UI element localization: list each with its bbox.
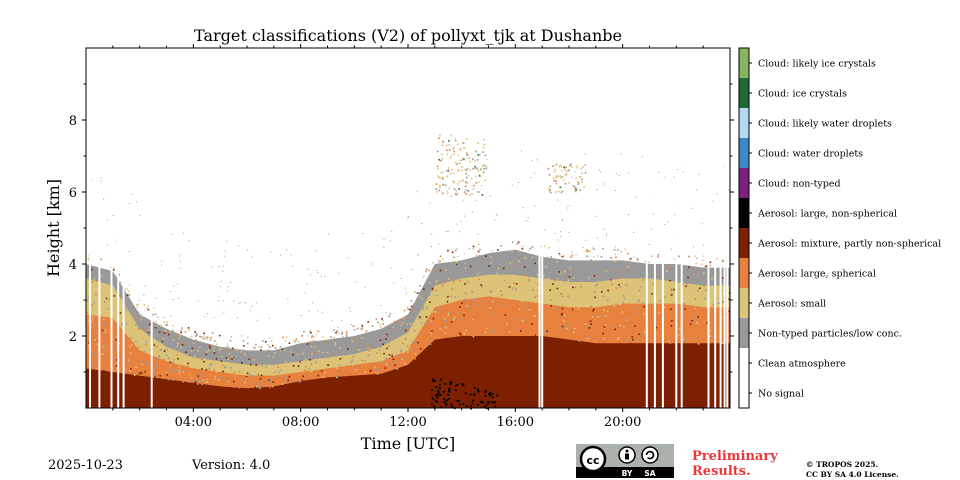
colorbar-swatch [739, 348, 749, 378]
no-signal-gap [110, 49, 113, 408]
colorbar-frame [738, 47, 750, 409]
colorbar-swatch [739, 168, 749, 198]
no-signal-gap [723, 49, 726, 408]
no-signal-gap [150, 49, 153, 408]
no-signal-gaps [89, 49, 729, 408]
no-signal-gap [714, 49, 717, 408]
axis-ticks: 04:00 08:00 12:00 16:00 20:00 2 4 6 8 [69, 44, 734, 430]
cloud-patch-3 [547, 163, 587, 194]
cloud-patch-1 [435, 134, 461, 197]
heatmap-layer [86, 134, 732, 410]
colorbar-label: Clean atmosphere [758, 359, 846, 370]
no-signal-gap [117, 49, 120, 408]
colorbar-swatch [739, 198, 749, 228]
no-signal-gap [645, 49, 648, 408]
colorbar-swatch [739, 288, 749, 318]
colorbar-label: Non-typed particles/low conc. [758, 329, 902, 340]
colorbar-label: Aerosol: large, spherical [757, 269, 876, 280]
no-signal-gap [98, 49, 101, 408]
colorbar-label: Aerosol: mixture, partly non-spherical [757, 239, 941, 250]
sa-icon [641, 446, 659, 464]
y-tick-label: 8 [69, 114, 77, 129]
preliminary-line-1: Preliminary [692, 449, 778, 464]
layer-aerosol-mixture [86, 336, 730, 408]
x-tick-label: 08:00 [282, 415, 319, 430]
colorbar-swatch [739, 378, 749, 408]
x-tick-label: 04:00 [175, 415, 212, 430]
no-signal-gap [707, 49, 710, 408]
no-signal-gap [653, 49, 656, 408]
x-tick-label: 16:00 [497, 415, 534, 430]
colorbar-swatch [739, 258, 749, 288]
cc-text: cc [586, 454, 599, 467]
colorbar-label: Cloud: likely ice crystals [758, 59, 876, 70]
colorbar-label: Aerosol: large, non-spherical [757, 209, 897, 220]
no-signal-gap [726, 49, 729, 408]
preliminary-results-note: Preliminary Results. [692, 449, 778, 479]
x-axis-label: Time [UTC] [361, 434, 455, 453]
chart-title: Target classifications (V2) of pollyxt_t… [194, 26, 622, 45]
colorbar-swatch [739, 78, 749, 108]
preliminary-line-2: Results. [692, 464, 751, 479]
no-signal-gap [719, 49, 722, 408]
colorbar: Cloud: likely ice crystals Cloud: ice cry… [738, 47, 941, 409]
y-tick-label: 4 [69, 258, 77, 273]
no-signal-gap [661, 49, 664, 408]
by-text: BY [622, 469, 633, 478]
colorbar-label: Cloud: ice crystals [758, 89, 847, 100]
colorbar-swatch [739, 228, 749, 258]
colorbar-label: No signal [758, 389, 804, 400]
y-tick-label: 2 [69, 330, 77, 345]
no-signal-gap [541, 49, 544, 408]
cc-icon [579, 445, 607, 473]
cc-license-badge: cc BY SA [576, 444, 674, 478]
colorbar-label: Cloud: non-typed [758, 179, 841, 190]
copyright-note: © TROPOS 2025. CC BY SA 4.0 License. [806, 460, 899, 480]
x-tick-label: 20:00 [604, 415, 641, 430]
no-signal-gap [89, 49, 91, 408]
no-signal-gap [122, 49, 125, 408]
y-tick-label: 6 [69, 186, 77, 201]
colorbar-label: Cloud: water droplets [758, 149, 863, 160]
copyright-line-1: © TROPOS 2025. [806, 460, 879, 469]
footer-date: 2025-10-23 [48, 458, 123, 473]
colorbar-swatch [739, 318, 749, 348]
cloud-patch-2 [459, 138, 488, 196]
no-signal-gap [538, 49, 541, 408]
colorbar-label: Cloud: likely water droplets [758, 119, 892, 130]
sa-text: SA [644, 469, 655, 478]
colorbar-swatch [739, 138, 749, 168]
x-tick-label: 12:00 [389, 415, 426, 430]
no-signal-gap [675, 49, 678, 408]
footer-version: Version: 4.0 [192, 458, 271, 473]
colorbar-swatch [739, 108, 749, 138]
no-signal-gap [680, 49, 683, 408]
y-axis-label: Height [km] [44, 179, 63, 277]
copyright-line-2: CC BY SA 4.0 License. [806, 470, 899, 479]
colorbar-swatch [739, 48, 749, 78]
colorbar-label: Aerosol: small [757, 299, 826, 310]
speckle-texture [86, 150, 732, 389]
